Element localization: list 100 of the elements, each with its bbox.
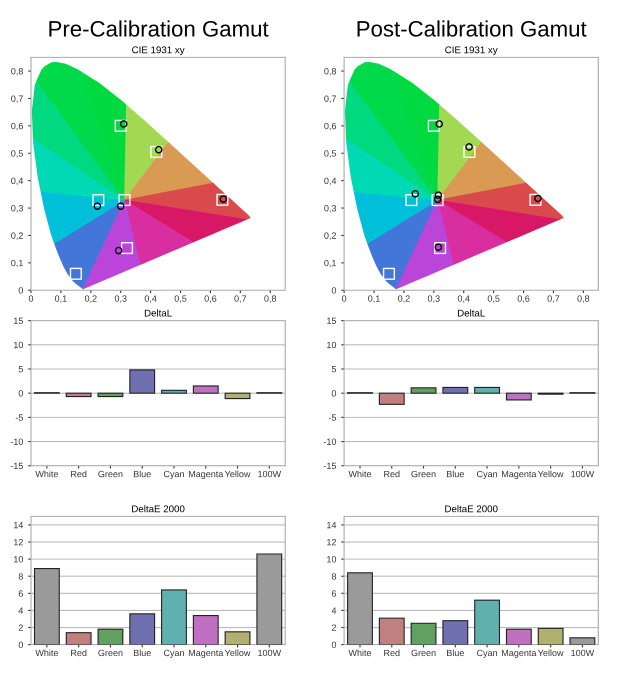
x-tick-label: Yellow [538,470,564,478]
chart-subtitle: DeltaL [144,309,172,317]
y-tick-label: 0,1 [324,260,336,268]
y-tick-label: 0,5 [11,150,23,158]
y-tick-label: -5 [328,414,336,421]
x-tick-label: Red [71,470,86,478]
x-tick-label: 100W [258,470,282,478]
y-tick-label: 14 [14,522,24,528]
y-tick-label: 15 [14,318,23,324]
x-tick-label: 100W [571,470,594,478]
x-tick-label: White [348,470,372,478]
y-tick-label: 4 [332,607,336,614]
x-tick-label: Cyan [164,650,184,658]
y-tick-label: -5 [16,414,23,421]
y-tick-label: 0,7 [11,95,23,103]
x-tick-label: 100W [258,650,282,656]
y-tick-label: 0,6 [11,122,23,130]
y-tick-label: 8 [18,573,23,580]
y-tick-label: -10 [324,438,336,445]
x-tick-label: Blue [447,649,464,656]
chart-title: Post-Calibration Gamut [358,20,587,37]
x-tick-label: 0,6 [204,295,216,303]
chart-subtitle: CIE 1931 xy [132,46,185,56]
x-tick-label: 0 [28,295,34,302]
x-tick-label: 0,5 [488,295,500,303]
x-tick-label: Green [411,470,436,478]
chart-subtitle: DeltaL [458,309,485,317]
y-tick-label: 0,8 [11,68,23,76]
y-tick-label: 10 [327,342,336,348]
x-tick-label: Green [98,650,122,656]
y-tick-label: 0 [332,390,336,397]
x-tick-label: 0,8 [577,295,590,303]
y-tick-label: 0,3 [11,205,23,212]
y-tick-label: 0 [18,287,24,294]
chart-subtitle: DeltaE 2000 [132,505,184,512]
x-tick-label: 0,2 [84,295,97,303]
y-tick-label: -15 [10,462,23,470]
y-tick-label: 2 [18,624,23,631]
x-tick-label: 0,1 [54,295,67,303]
x-tick-label: White [35,470,58,478]
y-tick-label: 4 [18,607,24,614]
y-tick-label: 10 [14,556,24,562]
y-tick-label: 0,7 [324,95,336,103]
x-tick-label: Red [384,649,400,656]
x-tick-label: Magenta [502,470,536,480]
y-tick-label: 14 [327,522,336,528]
x-tick-label: Green [411,650,436,656]
x-tick-label: 0,7 [548,295,560,303]
chart-title: Pre-Calibration Gamut [49,20,268,37]
x-tick-label: 0,5 [174,295,186,303]
x-tick-label: Yellow [224,649,250,656]
x-tick-label: 0,4 [144,295,157,303]
x-tick-label: 0,2 [398,295,410,303]
y-tick-label: 0 [332,642,336,648]
y-tick-label: 0,5 [324,150,336,158]
x-tick-label: 0,3 [114,295,127,303]
chart-subtitle: CIE 1931 xy [445,46,498,56]
y-tick-label: 0,1 [11,260,23,268]
x-tick-label: Blue [134,470,151,478]
x-tick-label: Cyan [477,470,498,480]
x-tick-label: 0,4 [458,295,470,303]
y-tick-label: 10 [327,556,336,562]
x-tick-label: Magenta [188,650,224,658]
y-tick-label: 0 [332,287,336,294]
x-tick-label: Magenta [502,650,536,658]
y-tick-label: 0 [18,642,24,648]
x-tick-label: Cyan [164,470,184,480]
y-tick-label: 12 [14,538,23,546]
y-tick-label: 0,6 [324,122,336,130]
y-tick-label: 5 [18,366,23,372]
y-tick-label: 0,3 [324,205,336,212]
y-tick-label: 6 [332,590,336,597]
y-tick-label: 15 [327,318,336,324]
x-tick-label: 0,8 [264,295,276,303]
x-tick-label: 100W [571,650,594,656]
x-tick-label: Red [71,649,86,656]
x-tick-label: 0,3 [428,295,440,303]
y-tick-label: -15 [324,462,336,470]
x-tick-label: Magenta [188,470,224,480]
y-tick-label: 8 [332,573,336,580]
x-tick-label: Blue [447,470,464,478]
x-tick-label: 0,6 [518,295,530,303]
y-tick-label: 6 [18,590,23,597]
x-tick-label: 0,7 [234,295,246,303]
x-tick-label: White [348,649,372,656]
x-tick-label: Green [98,470,122,478]
y-tick-label: 0,4 [11,178,24,186]
y-tick-label: 0,8 [324,68,336,76]
y-tick-label: 2 [332,624,336,631]
y-tick-label: 12 [327,538,336,546]
x-tick-label: Yellow [538,649,564,656]
y-tick-label: 10 [14,342,24,348]
x-tick-label: 0 [342,295,346,302]
x-tick-label: Cyan [477,650,498,658]
y-tick-label: 0,2 [324,232,336,240]
x-tick-label: Blue [134,649,151,656]
y-tick-label: 0,2 [11,232,23,240]
x-tick-label: Yellow [224,470,250,478]
y-tick-label: -10 [10,438,24,445]
y-tick-label: 0 [18,390,24,397]
